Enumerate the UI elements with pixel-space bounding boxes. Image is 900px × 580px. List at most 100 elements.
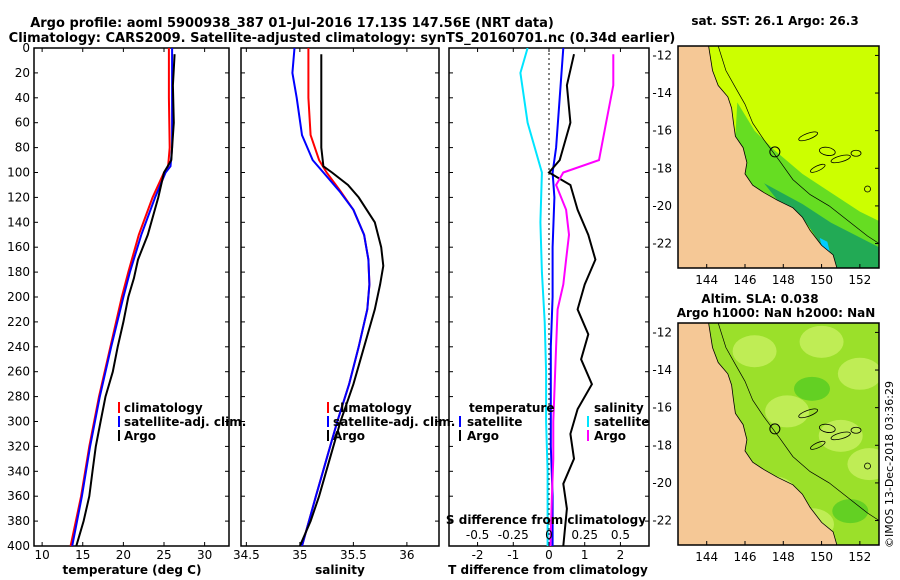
reef-outline: [810, 163, 826, 173]
depth-tick-label: 160: [7, 240, 30, 254]
temperature-xtick-label: 15: [75, 548, 90, 562]
map-lat-label: -12: [652, 48, 672, 62]
depth-tick-label: 340: [7, 464, 30, 478]
map-lon-label: 152: [848, 273, 871, 287]
legend-label-s-argo: Argo: [594, 429, 626, 443]
depth-tick-label: 280: [7, 390, 30, 404]
map-lat-label: -20: [652, 476, 672, 490]
map-lon-label: 148: [772, 273, 795, 287]
land: [678, 323, 838, 545]
depth-tick-label: 60: [15, 116, 30, 130]
legend-label-climatology: climatology: [124, 401, 203, 415]
sst-map[interactable]: [676, 44, 879, 270]
salinity-panel-frame: [240, 47, 440, 547]
difference-series-t-satellite: [549, 48, 565, 546]
sla-map[interactable]: [676, 321, 891, 547]
sla-map-title: Altim. SLA: 0.038: [701, 292, 818, 306]
sst-cool-band: [764, 183, 879, 268]
sla-high-patch: [847, 448, 879, 481]
depth-tick-label: 200: [7, 290, 30, 304]
station-marker: [864, 185, 871, 193]
map-lat-label: -16: [652, 124, 672, 138]
map-lat-label: -16: [652, 401, 672, 415]
sla-high-patch: [837, 357, 879, 390]
legend-label-t-satellite: satellite: [467, 415, 522, 429]
salinity-xlabel: salinity: [315, 563, 365, 577]
depth-tick-label: 140: [7, 215, 30, 229]
sla-map-subtitle: Argo h1000: NaN h2000: NaN: [677, 306, 876, 320]
depth-tick-label: 220: [7, 315, 30, 329]
sla-low-patch: [794, 376, 830, 401]
temperature-xtick-label: 25: [156, 548, 171, 562]
station-marker: [864, 462, 871, 470]
map-lat-label: -14: [652, 363, 672, 377]
depth-tick-label: 400: [7, 539, 30, 553]
depth-tick-label: 180: [7, 265, 30, 279]
map-lon-label: 144: [695, 550, 718, 564]
sst-map-title: sat. SST: 26.1 Argo: 26.3: [691, 14, 858, 28]
difference-plot: [519, 48, 615, 546]
temperature-plot: [69, 48, 176, 546]
map-lon-label: 152: [848, 550, 871, 564]
reef-outline: [810, 440, 826, 450]
legend-label-climatology: climatology: [333, 401, 412, 415]
temperature-xtick-label: 10: [34, 548, 49, 562]
sst-warm-band: [735, 102, 879, 268]
depth-tick-label: 320: [7, 439, 30, 453]
legend-label-s-satellite: satellite: [594, 415, 649, 429]
temperature-xtick-label: 20: [116, 548, 131, 562]
legend-title-temperature: temperature: [469, 401, 554, 415]
depth-tick-label: 80: [15, 141, 30, 155]
temperature-xtick-label: 30: [197, 548, 212, 562]
difference-panel-frame: [448, 47, 650, 547]
map-lon-label: 146: [734, 273, 757, 287]
argo-position-marker: [769, 146, 781, 158]
difference-series-t-argo: [547, 53, 597, 546]
reef-outline: [798, 408, 819, 419]
sla-high-patch: [799, 325, 844, 358]
temperature-xlabel: temperature (deg C): [63, 563, 202, 577]
depth-tick-label: 120: [7, 190, 30, 204]
depth-tick-label: 380: [7, 514, 30, 528]
map-lat-label: -20: [652, 199, 672, 213]
depth-tick-label: 360: [7, 489, 30, 503]
map-lat-label: -12: [652, 325, 672, 339]
salinity-xtick-label: 35.5: [340, 548, 367, 562]
depth-tick-label: 40: [15, 91, 30, 105]
difference-top-tick-label: 0.25: [571, 528, 598, 542]
reef-outline: [819, 423, 836, 433]
depth-tick-label: 20: [15, 66, 30, 80]
salinity-xtick-label: 34.5: [233, 548, 260, 562]
salinity-plot: [291, 48, 385, 546]
difference-top-tick-label: 0.5: [611, 528, 630, 542]
difference-xtick-label: -2: [472, 548, 484, 562]
map-lat-label: -22: [652, 514, 672, 528]
legend-label-argo: Argo: [124, 429, 156, 443]
sla-map-frame: [677, 322, 880, 546]
salinity-legend: climatology satellite-adj. clim. Argo: [327, 401, 455, 443]
legend-label-satellite: satellite-adj. clim.: [333, 415, 455, 429]
difference-top-xlabel: S difference from climatology: [446, 513, 646, 527]
sst-map-frame: [677, 45, 880, 269]
difference-xtick-label: 1: [581, 548, 589, 562]
legend-label-argo: Argo: [333, 429, 365, 443]
map-lon-label: 150: [810, 550, 833, 564]
sla-high-patch: [765, 395, 810, 428]
legend-title-salinity: salinity: [594, 401, 644, 415]
salinity-xtick-label: 36: [399, 548, 414, 562]
map-lon-label: 148: [772, 550, 795, 564]
legend-label-satellite: satellite-adj. clim.: [124, 415, 246, 429]
difference-xtick-label: 0: [545, 548, 553, 562]
shelf-contour: [717, 46, 879, 244]
land: [678, 46, 838, 268]
temperature-panel-frame: [33, 47, 230, 547]
map-lon-label: 150: [810, 273, 833, 287]
difference-series-s-argo: [549, 54, 615, 546]
reef-outline: [798, 131, 819, 142]
depth-tick-label: 300: [7, 415, 30, 429]
map-lon-label: 146: [734, 550, 757, 564]
depth-axis: 0 20 40 60 80 100 120 140 160 180 200 220 240 260 280 3…: [7, 41, 30, 553]
difference-legend: temperature satellite Argo salinity sate…: [459, 401, 649, 443]
header-line2: Climatology: CARS2009. Satellite-adjuste…: [9, 31, 676, 46]
